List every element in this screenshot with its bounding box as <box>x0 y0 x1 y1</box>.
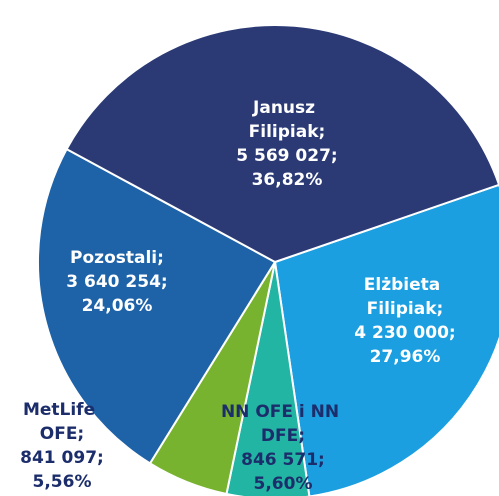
slice-label: Pozostali; <box>70 248 164 268</box>
label-line: NN OFE i NN <box>221 402 345 422</box>
percent-label: 5,56% <box>33 472 92 492</box>
slice-label: Elżbieta Filipiak; <box>364 275 446 319</box>
percent-label: 27,96% <box>370 347 441 367</box>
pie-slice <box>273 183 499 496</box>
label-line: Pozostali; <box>70 248 164 268</box>
percent-label: 5,60% <box>254 474 313 494</box>
label-line: OFE; <box>40 424 84 444</box>
percent-label: 36,82% <box>252 170 323 190</box>
label-line: MetLife <box>23 400 101 420</box>
label-line: DFE; <box>261 426 305 446</box>
pie-slice <box>65 24 499 264</box>
label-line: Elżbieta <box>364 275 446 295</box>
share-label: 4 230 000; <box>354 323 455 343</box>
share-label: 3 640 254; <box>66 272 167 292</box>
slice-label: Janusz Filipiak; <box>249 98 326 142</box>
pie-slice <box>37 147 277 465</box>
label-line: Filipiak; <box>367 299 444 319</box>
label-line: Janusz <box>252 98 321 118</box>
share-label: 841 097; <box>20 448 104 468</box>
slice-label: NN OFE i NN DFE; <box>221 402 345 446</box>
label-line: Filipiak; <box>249 122 326 142</box>
slice-label: MetLife OFE; <box>23 400 101 444</box>
percent-label: 24,06% <box>82 296 153 316</box>
share-label: 846 571; <box>241 450 325 470</box>
share-label: 5 569 027; <box>236 146 337 166</box>
